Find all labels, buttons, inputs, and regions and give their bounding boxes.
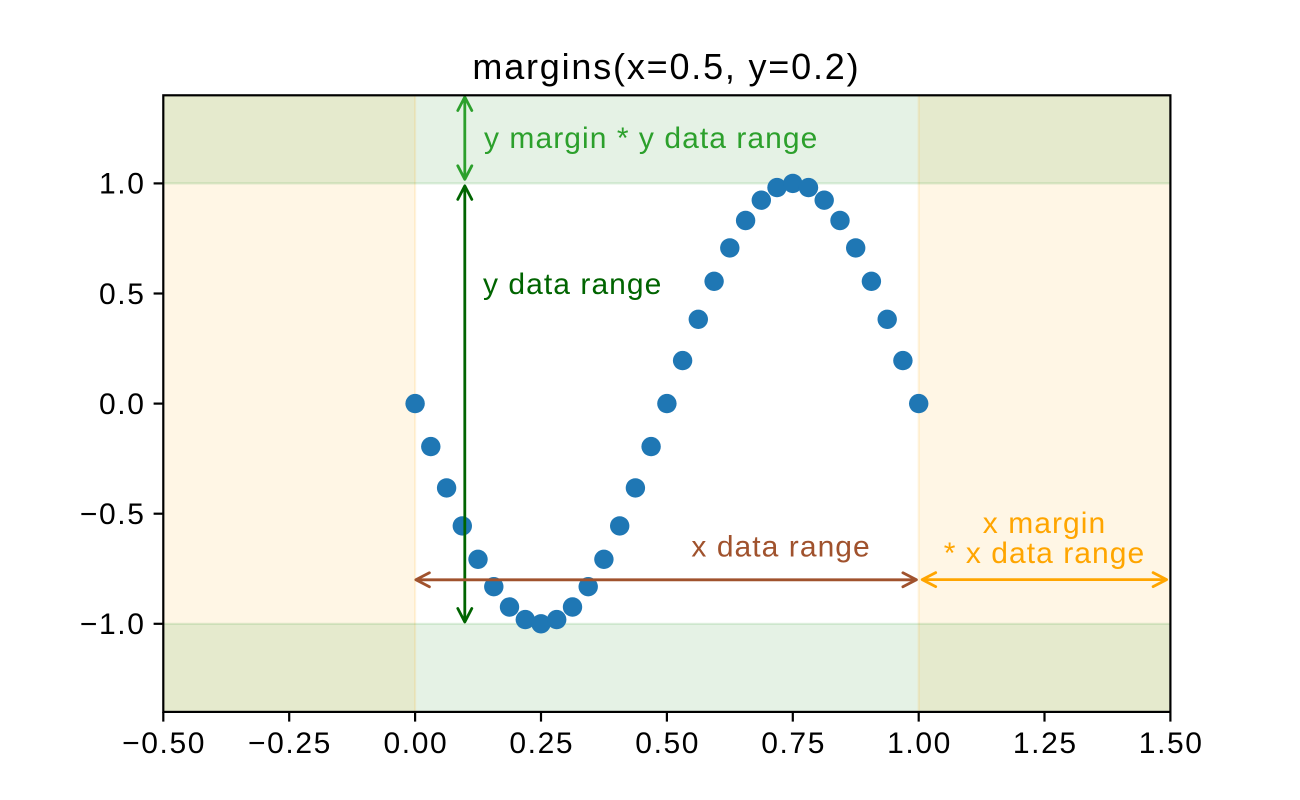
svg-text:1.50: 1.50: [1139, 727, 1204, 760]
svg-text:y data range: y data range: [483, 268, 662, 301]
svg-text:0.00: 0.00: [384, 727, 449, 760]
svg-text:y margin * y data range: y margin * y data range: [484, 122, 818, 155]
svg-text:1.00: 1.00: [887, 727, 952, 760]
svg-text:−0.50: −0.50: [122, 727, 206, 760]
svg-text:0.25: 0.25: [509, 727, 574, 760]
svg-text:x margin: x margin: [983, 507, 1106, 540]
svg-text:−0.25: −0.25: [248, 727, 332, 760]
svg-text:* x data range: * x data range: [944, 537, 1146, 570]
svg-text:0.50: 0.50: [635, 727, 700, 760]
svg-text:x data range: x data range: [691, 531, 870, 564]
svg-text:1.25: 1.25: [1013, 727, 1078, 760]
svg-text:0.5: 0.5: [99, 278, 146, 311]
svg-text:−1.0: −1.0: [80, 608, 146, 641]
svg-text:0.75: 0.75: [761, 727, 826, 760]
svg-text:−0.5: −0.5: [80, 498, 146, 531]
svg-text:margins(x=0.5, y=0.2): margins(x=0.5, y=0.2): [472, 46, 860, 87]
svg-text:1.0: 1.0: [99, 168, 146, 201]
svg-text:0.0: 0.0: [99, 388, 146, 421]
